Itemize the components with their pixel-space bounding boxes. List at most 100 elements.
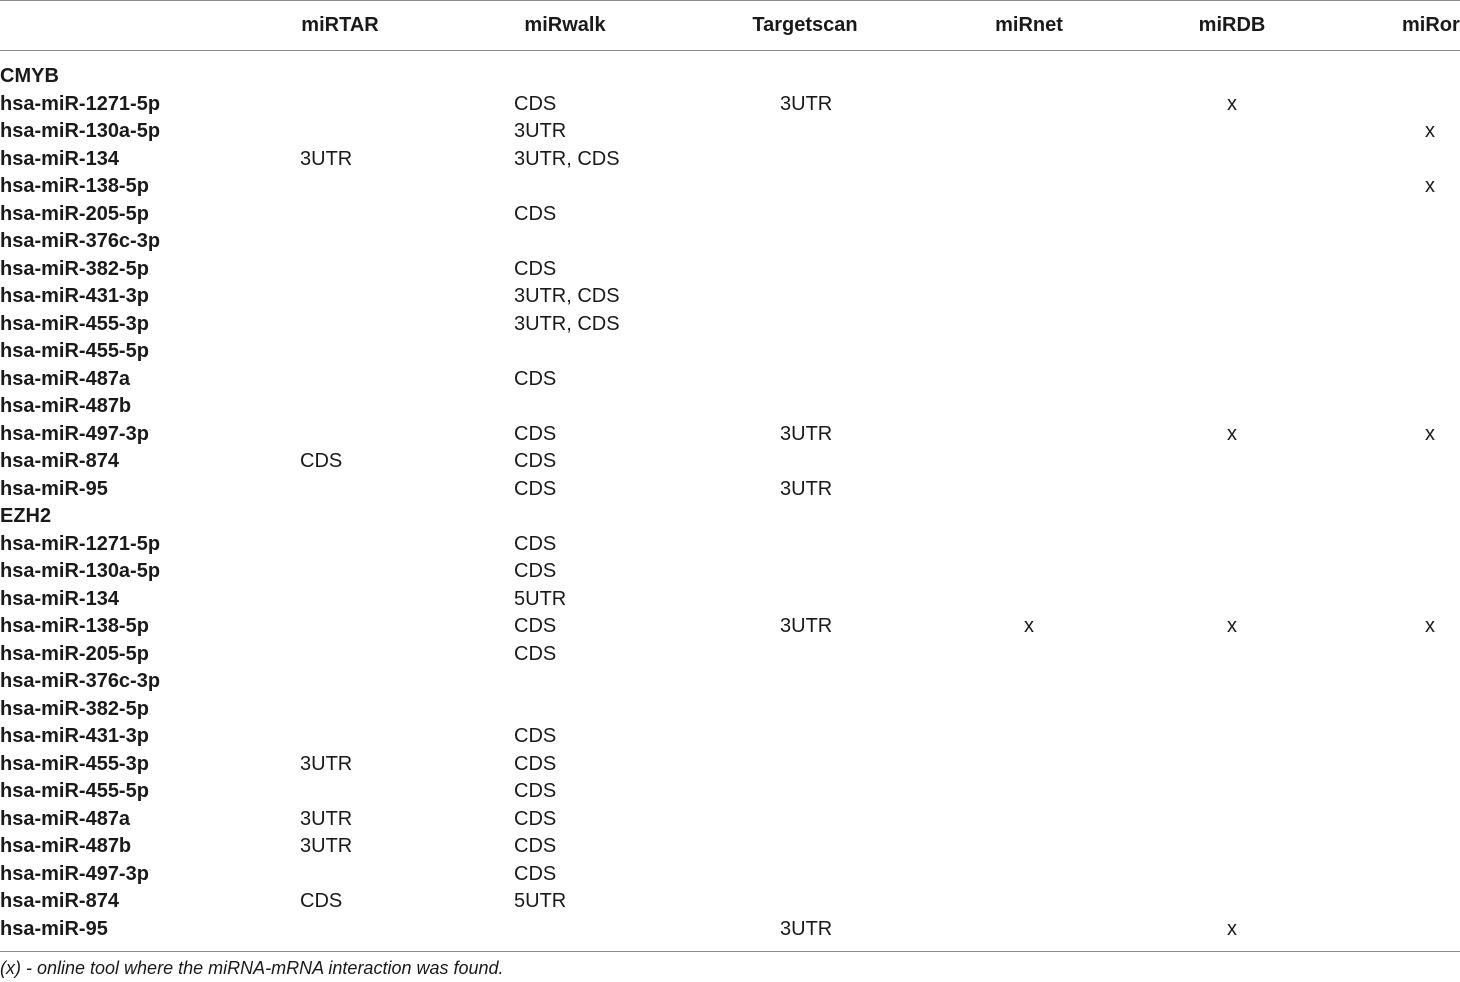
cell-mirdb: x (1227, 92, 1237, 115)
table-row: hsa-miR-130a-5p 3UTR x (0, 117, 1460, 145)
table-row: hsa-miR-205-5p CDS (0, 200, 1460, 228)
table-row: hsa-miR-487b (0, 392, 1460, 420)
column-header-mirdb: miRDB (1198, 14, 1266, 36)
table-row: hsa-miR-874 CDS 5UTR (0, 887, 1460, 915)
cell-mirwalk: CDS (514, 642, 557, 665)
table-footnote: (x) - online tool where the miRNA-mRNA i… (0, 958, 504, 978)
table-row: hsa-miR-382-5p CDS (0, 255, 1460, 283)
cell-targetscan: 3UTR (780, 92, 833, 115)
row-label: hsa-miR-455-5p (0, 340, 149, 362)
table-row: hsa-miR-874 CDS CDS (0, 447, 1460, 475)
cell-mirtar: 3UTR (300, 835, 353, 857)
table-row: hsa-miR-376c-3p (0, 667, 1460, 695)
row-label: hsa-miR-874 (0, 890, 119, 912)
cell-mirwalk: CDS (514, 780, 557, 802)
table-row: hsa-miR-455-3p 3UTR CDS (0, 750, 1460, 778)
cell-targetscan: 3UTR (780, 477, 833, 500)
row-label: hsa-miR-95 (0, 477, 108, 500)
cell-mirwalk: CDS (514, 862, 557, 885)
table-row: hsa-miR-497-3p CDS (0, 860, 1460, 888)
cell-mirwalk: CDS (514, 257, 557, 280)
row-label: hsa-miR-874 (0, 450, 119, 472)
row-label: hsa-miR-134 (0, 147, 119, 170)
table-body: CMYB hsa-miR-1271-5p CDS 3UTR x hsa-miR-130a-… (0, 62, 1460, 942)
table-row: hsa-miR-130a-5p CDS (0, 557, 1460, 585)
table-row: hsa-miR-487b 3UTR CDS (0, 832, 1460, 860)
table-row: hsa-miR-95 CDS 3UTR (0, 475, 1460, 503)
row-label: hsa-miR-130a-5p (0, 120, 161, 142)
row-label: hsa-miR-134 (0, 587, 119, 610)
row-label: hsa-miR-487b (0, 835, 132, 857)
cell-mirwalk: CDS (514, 560, 557, 582)
cell-mirwalk: 3UTR, CDS (514, 285, 620, 307)
cell-mirwalk: CDS (514, 807, 557, 830)
cell-miror: x (1425, 615, 1435, 637)
cell-targetscan: 3UTR (780, 615, 833, 637)
cell-mirdb: x (1227, 615, 1237, 637)
row-label: hsa-miR-95 (0, 917, 108, 940)
row-label: hsa-miR-431-3p (0, 725, 149, 747)
row-label: hsa-miR-376c-3p (0, 230, 161, 252)
group-label: CMYB (0, 65, 59, 87)
cell-mirwalk: CDS (514, 92, 557, 115)
row-label: hsa-miR-1271-5p (0, 92, 161, 115)
cell-mirwalk: 3UTR, CDS (514, 312, 620, 335)
table-header-row: miRTAR miRwalk Targetscan miRnet miRDB m… (0, 0, 1460, 50)
table-row: hsa-miR-431-3p 3UTR, CDS (0, 282, 1460, 310)
cell-targetscan: 3UTR (780, 917, 833, 940)
row-label: hsa-miR-431-3p (0, 285, 149, 307)
row-label: hsa-miR-205-5p (0, 202, 149, 225)
row-label: hsa-miR-138-5p (0, 615, 149, 637)
row-label: hsa-miR-130a-5p (0, 560, 161, 582)
table-row: hsa-miR-138-5p CDS 3UTR x x x (0, 612, 1460, 640)
column-header-mirtar: miRTAR (301, 14, 379, 36)
column-header-mirwalk: miRwalk (524, 14, 606, 36)
cell-miror: x (1425, 422, 1435, 445)
cell-miror: x (1425, 175, 1435, 197)
row-label: hsa-miR-1271-5p (0, 532, 161, 555)
cell-mirwalk: CDS (514, 450, 557, 472)
cell-mirwalk: CDS (514, 477, 557, 500)
cell-mirwalk: CDS (514, 725, 557, 747)
table-row: hsa-miR-455-5p (0, 337, 1460, 365)
table-row: hsa-miR-134 5UTR (0, 585, 1460, 613)
cell-mirwalk: CDS (514, 752, 557, 775)
cell-mirtar: 3UTR (300, 752, 353, 775)
table-row: hsa-miR-205-5p CDS (0, 640, 1460, 668)
column-header-mirnet: miRnet (995, 14, 1063, 36)
row-label: hsa-miR-487a (0, 367, 131, 390)
column-header-miror: miRor (1402, 14, 1460, 36)
cell-mirwalk: CDS (514, 532, 557, 555)
cell-mirwalk: CDS (514, 202, 557, 225)
cell-mirwalk: 5UTR (514, 587, 567, 610)
row-label: hsa-miR-487a (0, 807, 131, 830)
row-label: hsa-miR-382-5p (0, 697, 149, 720)
table-row: hsa-miR-138-5p x (0, 172, 1460, 200)
table-row: hsa-miR-487a CDS (0, 365, 1460, 393)
row-label: hsa-miR-497-3p (0, 862, 149, 885)
cell-mirtar: CDS (300, 450, 343, 472)
row-label: hsa-miR-487b (0, 395, 132, 417)
row-label: hsa-miR-455-5p (0, 780, 149, 802)
row-label: hsa-miR-455-3p (0, 312, 149, 335)
row-label: hsa-miR-138-5p (0, 175, 149, 197)
table-row: hsa-miR-455-3p 3UTR, CDS (0, 310, 1460, 338)
row-label: hsa-miR-382-5p (0, 257, 149, 280)
group-label: EZH2 (0, 505, 52, 527)
table-row: hsa-miR-134 3UTR 3UTR, CDS (0, 145, 1460, 173)
table-row: hsa-miR-455-5p CDS (0, 777, 1460, 805)
cell-mirwalk: 3UTR (514, 120, 567, 142)
cell-mirtar: CDS (300, 890, 343, 912)
cell-targetscan: 3UTR (780, 422, 833, 445)
cell-mirwalk: CDS (514, 615, 557, 637)
table-header-rule (0, 50, 1460, 51)
row-label: hsa-miR-497-3p (0, 422, 149, 445)
cell-mirtar: 3UTR (300, 147, 353, 170)
table-row: hsa-miR-431-3p CDS (0, 722, 1460, 750)
cell-mirwalk: 5UTR (514, 890, 567, 912)
cell-mirnet: x (1024, 615, 1034, 637)
table-row: hsa-miR-95 3UTR x (0, 915, 1460, 943)
cell-mirwalk: 3UTR, CDS (514, 147, 620, 170)
cell-mirdb: x (1227, 917, 1237, 940)
table-group-row: EZH2 (0, 502, 1460, 530)
